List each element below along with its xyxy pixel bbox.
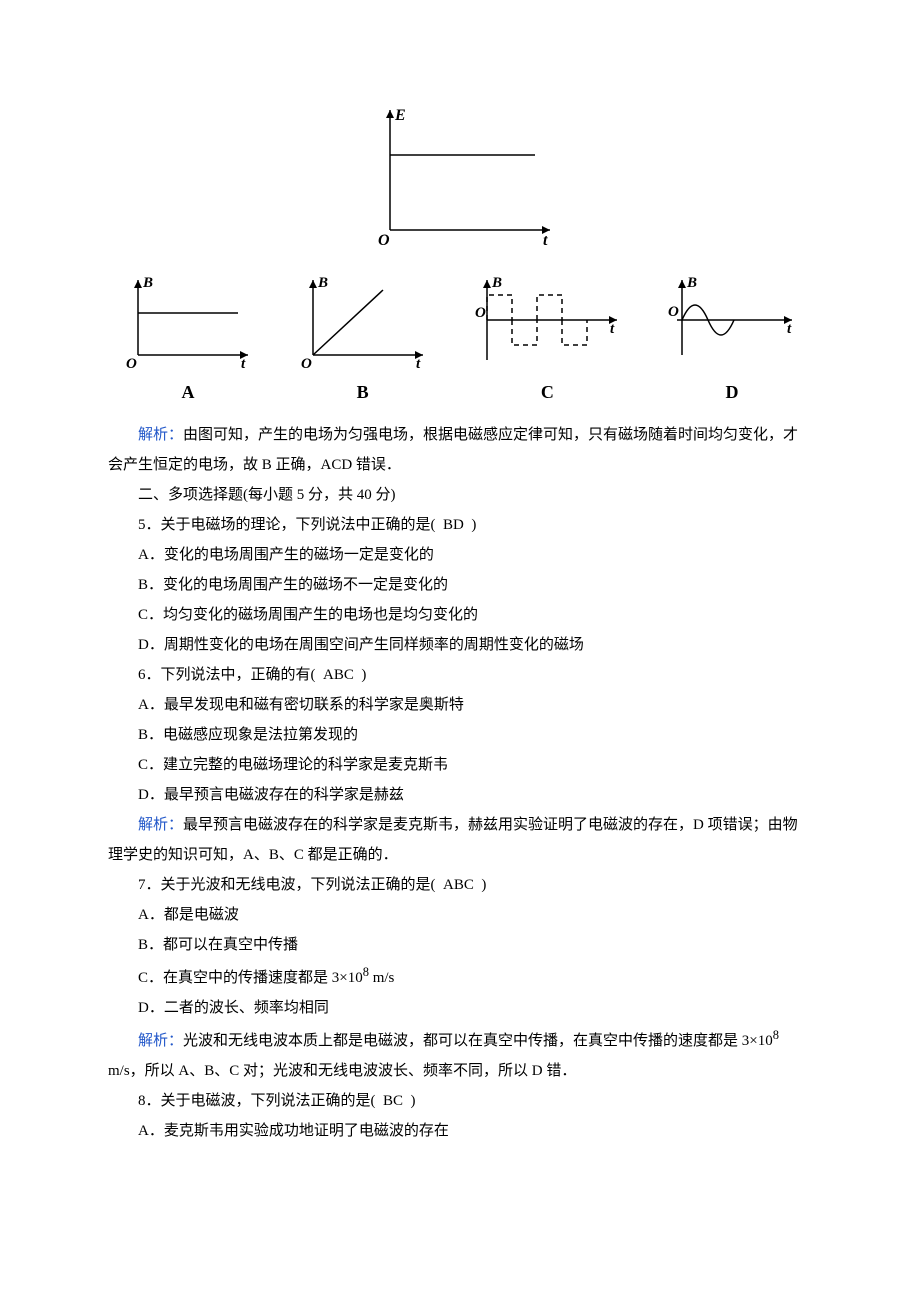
q8-option-A: A．麦克斯韦用实验成功地证明了电磁波的存在 xyxy=(108,1116,812,1146)
figure-A: B t O A xyxy=(118,270,258,410)
svg-text:t: t xyxy=(787,321,792,337)
q6-option-A: A．最早发现电和磁有密切联系的科学家是奥斯特 xyxy=(108,690,812,720)
axis-label-E: E xyxy=(394,107,406,124)
page-container: E t O B t O A xyxy=(0,0,920,1206)
svg-text:t: t xyxy=(416,356,421,370)
q7-option-C: C．在真空中的传播速度都是 3×108 m/s xyxy=(108,960,812,993)
q5-option-C: C．均匀变化的磁场周围产生的电场也是均匀变化的 xyxy=(108,600,812,630)
figure-row-Bt: B t O A B t O B xyxy=(108,270,812,410)
q6-option-C: C．建立完整的电磁场理论的科学家是麦克斯韦 xyxy=(108,750,812,780)
q5-option-B: B．变化的电场周围产生的磁场不一定是变化的 xyxy=(108,570,812,600)
svg-D: B t O xyxy=(662,270,802,370)
q5-option-A: A．变化的电场周围产生的磁场一定是变化的 xyxy=(108,540,812,570)
q6-option-B: B．电磁感应现象是法拉第发现的 xyxy=(108,720,812,750)
svg-text:O: O xyxy=(126,356,137,370)
q7-option-A: A．都是电磁波 xyxy=(108,900,812,930)
svg-text:B: B xyxy=(142,275,153,291)
q5-stem: 5．关于电磁场的理论，下列说法中正确的是( BD ) xyxy=(108,510,812,540)
svg-E-t: E t O xyxy=(360,100,560,250)
analysis-q4: 解析：由图可知，产生的电场为匀强电场，根据电磁感应定律可知，只有磁场随着时间均匀… xyxy=(108,420,812,480)
axis-origin: O xyxy=(378,232,390,249)
figure-label-D: D xyxy=(725,374,738,410)
svg-text:B: B xyxy=(317,275,328,291)
q8-stem: 8．关于电磁波，下列说法正确的是( BC ) xyxy=(108,1086,812,1116)
svg-text:O: O xyxy=(475,305,486,321)
svg-C: B t O xyxy=(467,270,627,370)
axis-label-t: t xyxy=(543,232,548,249)
analysis-label: 解析： xyxy=(138,1033,183,1049)
figure-label-C: C xyxy=(541,374,554,410)
analysis-label: 解析： xyxy=(138,817,183,833)
figure-C: B t O C xyxy=(467,270,627,410)
svg-text:t: t xyxy=(241,356,246,370)
svg-text:B: B xyxy=(491,275,502,291)
q7-option-D: D．二者的波长、频率均相同 xyxy=(108,993,812,1023)
q7-option-B: B．都可以在真空中传播 xyxy=(108,930,812,960)
q6-option-D: D．最早预言电磁波存在的科学家是赫兹 xyxy=(108,780,812,810)
analysis-q6: 解析：最早预言电磁波存在的科学家是麦克斯韦，赫兹用实验证明了电磁波的存在，D 项… xyxy=(108,810,812,870)
svg-A: B t O xyxy=(118,270,258,370)
analysis-label: 解析： xyxy=(138,427,183,443)
figure-B: B t O B xyxy=(293,270,433,410)
q5-option-D: D．周期性变化的电场在周围空间产生同样频率的周期性变化的磁场 xyxy=(108,630,812,660)
figure-label-B: B xyxy=(357,374,369,410)
figure-label-A: A xyxy=(182,374,195,410)
figure-D: B t O D xyxy=(662,270,802,410)
svg-text:O: O xyxy=(301,356,312,370)
svg-text:t: t xyxy=(610,321,615,337)
figure-E-t: E t O xyxy=(108,100,812,250)
svg-B: B t O xyxy=(293,270,433,370)
svg-text:O: O xyxy=(668,304,679,320)
section-2-title: 二、多项选择题(每小题 5 分，共 40 分) xyxy=(108,480,812,510)
svg-text:B: B xyxy=(686,275,697,291)
q6-stem: 6．下列说法中，正确的有( ABC ) xyxy=(108,660,812,690)
analysis-q7: 解析：光波和无线电波本质上都是电磁波，都可以在真空中传播，在真空中传播的速度都是… xyxy=(108,1023,812,1086)
q7-stem: 7．关于光波和无线电波，下列说法正确的是( ABC ) xyxy=(108,870,812,900)
